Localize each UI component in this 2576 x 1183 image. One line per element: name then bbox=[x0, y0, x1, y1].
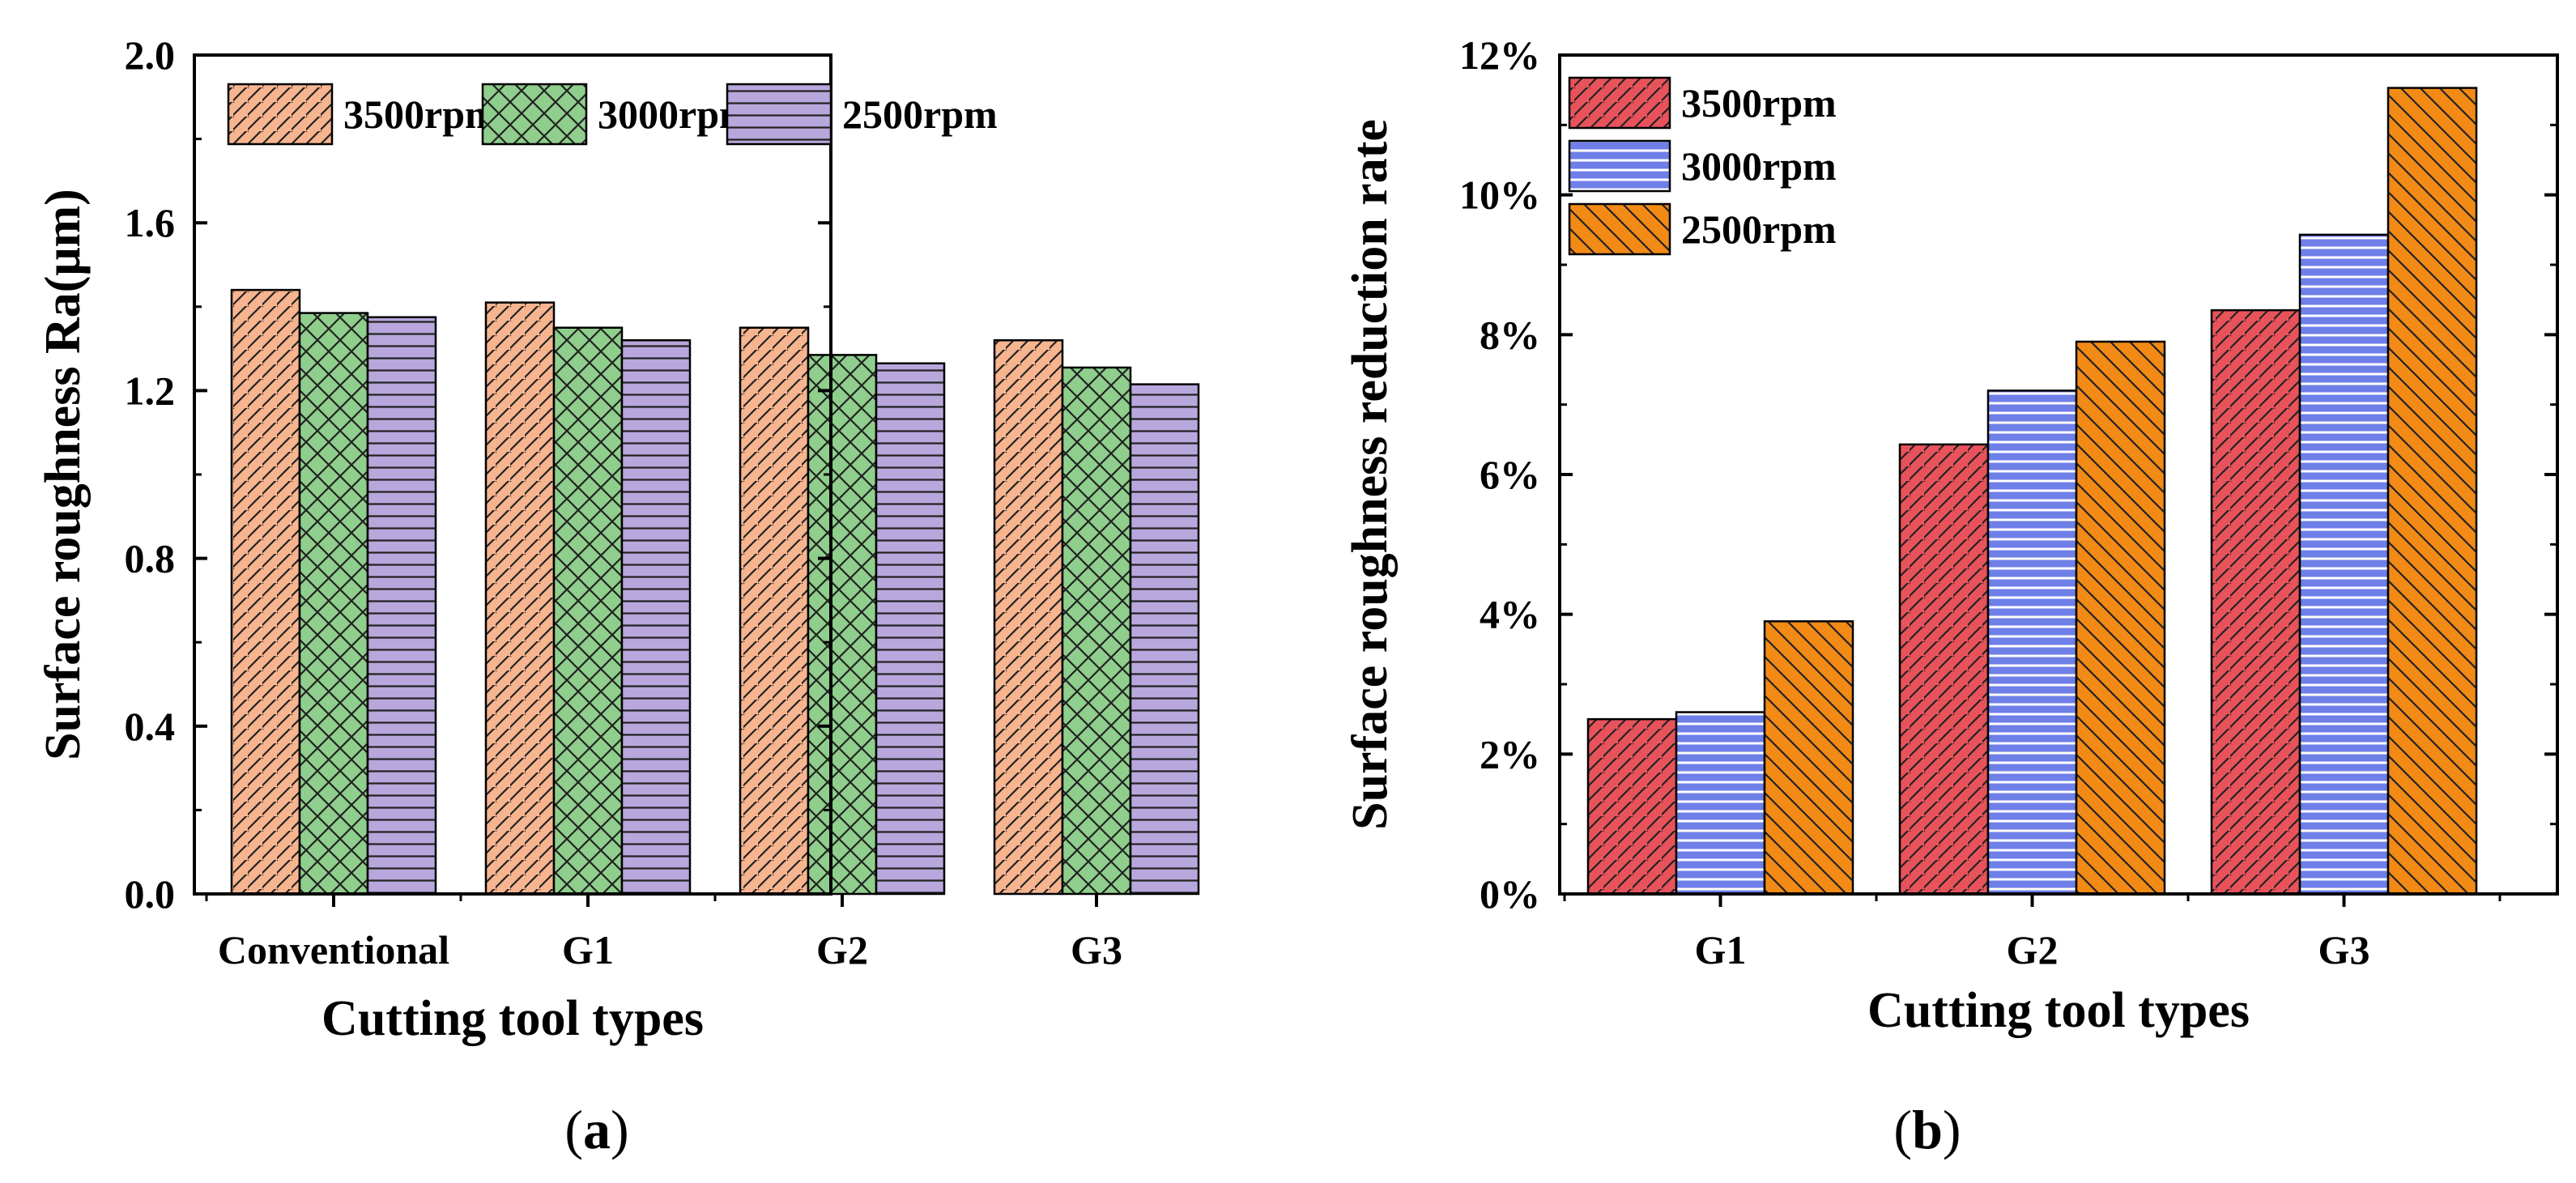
y-tick-label-a: 1.6 bbox=[125, 200, 176, 245]
panel-b: 0% 2% 4% 6% 8% 10% 12% G1 G2 G3 3500rpm 3000rpm 250… bbox=[1343, 32, 2559, 1160]
bar-b-g2-3500rpm bbox=[1898, 443, 1990, 896]
panel-a-ticks: 0.0 0.4 0.8 1.2 1.6 2.0 Conventional G1 G2 G3 bbox=[125, 32, 1122, 972]
legend-item-a-3500rpm: 3500rpm bbox=[227, 83, 499, 146]
legend-swatch-b-3500rpm bbox=[1568, 76, 1671, 130]
y-tick-label-a: 0.4 bbox=[125, 704, 176, 749]
y-tick-label-b: 4% bbox=[1480, 592, 1540, 637]
panel-b-label-open: ( bbox=[1893, 1099, 1912, 1160]
panel-a-x-axis-title: Cutting tool types bbox=[321, 991, 704, 1046]
panel-b-x-axis-title: Cutting tool types bbox=[1867, 983, 2250, 1038]
bar-b-g2-2500rpm bbox=[2075, 340, 2166, 896]
y-tick-label-b: 10% bbox=[1459, 172, 1540, 218]
legend-label-a-3500rpm: 3500rpm bbox=[343, 91, 499, 137]
panel-b-bars bbox=[1586, 87, 2478, 896]
y-tick-label-a: 1.2 bbox=[125, 368, 176, 413]
panel-a-label-close: ) bbox=[611, 1099, 629, 1160]
panel-b-label-letter: b bbox=[1912, 1099, 1943, 1160]
bar-b-g1-2500rpm bbox=[1763, 620, 1854, 896]
x-tick-label-a-g3: G3 bbox=[1071, 927, 1122, 972]
y-tick-label-b: 12% bbox=[1459, 32, 1540, 78]
panel-b-ticks: 0% 2% 4% 6% 8% 10% 12% G1 G2 G3 bbox=[1459, 32, 2557, 972]
panel-a: 0.0 0.4 0.8 1.2 1.6 2.0 Conventional G1 G2 G3 350… bbox=[36, 32, 1200, 1160]
legend-swatch-b-3000rpm bbox=[1568, 139, 1671, 193]
panel-b-y-axis-title: Surface roughness reduction rate bbox=[1343, 119, 1398, 830]
bar-b-g1-3000rpm bbox=[1675, 711, 1766, 896]
panel-a-label: (a) bbox=[564, 1099, 628, 1160]
bar-a-conventional-3000rpm bbox=[298, 312, 369, 896]
bar-a-g3-3000rpm bbox=[1061, 366, 1132, 896]
y-tick-label-a: 0.8 bbox=[125, 536, 176, 581]
legend-item-b-2500rpm: 2500rpm bbox=[1568, 202, 1837, 256]
bar-b-g3-3500rpm bbox=[2210, 309, 2301, 896]
bar-a-g2-2500rpm bbox=[875, 362, 946, 896]
legend-swatch-b-2500rpm bbox=[1568, 202, 1671, 256]
bar-b-g3-3000rpm bbox=[2298, 233, 2390, 896]
x-tick-label-b-g3: G3 bbox=[2318, 927, 2370, 972]
y-tick-label-b: 2% bbox=[1480, 731, 1540, 777]
legend-item-a-3000rpm: 3000rpm bbox=[481, 83, 753, 146]
y-tick-label-a: 2.0 bbox=[125, 32, 176, 78]
x-tick-label-b-g1: G1 bbox=[1695, 927, 1747, 972]
legend-label-b-2500rpm: 2500rpm bbox=[1681, 206, 1837, 252]
legend-swatch-a-2500rpm bbox=[726, 83, 832, 146]
x-tick-label-a-conventional: Conventional bbox=[218, 927, 449, 972]
bar-b-g3-2500rpm bbox=[2387, 87, 2478, 896]
legend-swatch-a-3500rpm bbox=[227, 83, 334, 146]
panel-a-label-letter: a bbox=[583, 1099, 611, 1160]
panel-a-bars bbox=[230, 288, 1200, 896]
panel-a-label-open: ( bbox=[564, 1099, 583, 1160]
panel-b-label: (b) bbox=[1893, 1099, 1961, 1160]
bar-b-g1-3500rpm bbox=[1586, 717, 1678, 896]
legend-swatch-a-3000rpm bbox=[481, 83, 588, 146]
legend-label-b-3000rpm: 3000rpm bbox=[1681, 143, 1837, 189]
x-tick-label-a-g1: G1 bbox=[562, 927, 614, 972]
y-tick-label-b: 8% bbox=[1480, 312, 1540, 357]
bar-a-g2-3000rpm bbox=[807, 354, 878, 896]
y-tick-label-a: 0.0 bbox=[125, 871, 176, 917]
bar-a-g1-3500rpm bbox=[484, 301, 556, 896]
legend-label-b-3500rpm: 3500rpm bbox=[1681, 80, 1837, 126]
bar-a-g3-3500rpm bbox=[993, 338, 1064, 896]
bar-a-g1-2500rpm bbox=[620, 338, 692, 896]
x-tick-label-b-g2: G2 bbox=[2007, 927, 2059, 972]
legend-item-b-3000rpm: 3000rpm bbox=[1568, 139, 1837, 193]
panel-b-legend: 3500rpm 3000rpm 2500rpm bbox=[1568, 76, 1837, 256]
panel-a-y-axis-title: Surface roughness Ra(μm) bbox=[36, 189, 91, 760]
y-tick-label-b: 0% bbox=[1480, 871, 1540, 917]
legend-label-a-2500rpm: 2500rpm bbox=[842, 91, 998, 137]
panel-b-label-close: ) bbox=[1943, 1099, 1961, 1160]
bar-a-g1-3000rpm bbox=[552, 326, 624, 896]
bar-a-g2-3500rpm bbox=[739, 326, 810, 896]
legend-item-a-2500rpm: 2500rpm bbox=[726, 83, 998, 146]
panel-a-legend: 3500rpm 3000rpm 2500rpm bbox=[227, 83, 998, 146]
bar-b-g2-3000rpm bbox=[1986, 389, 2078, 896]
y-tick-label-b: 6% bbox=[1480, 452, 1540, 497]
x-tick-label-a-g2: G2 bbox=[816, 927, 868, 972]
bar-a-g3-2500rpm bbox=[1129, 383, 1200, 896]
legend-item-b-3500rpm: 3500rpm bbox=[1568, 76, 1837, 130]
bar-a-conventional-2500rpm bbox=[366, 316, 437, 896]
bar-a-conventional-3500rpm bbox=[230, 288, 301, 896]
